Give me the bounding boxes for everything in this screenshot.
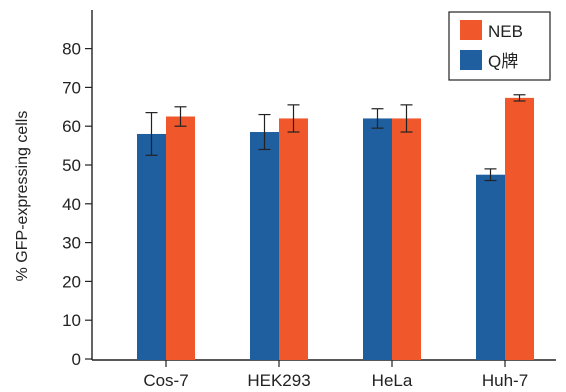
x-tick-label: HeLa	[372, 371, 413, 390]
y-tick-label: 10	[62, 311, 81, 330]
bar-cos-7-q	[137, 133, 166, 360]
legend-swatch-neb	[460, 20, 482, 40]
bar-hela-neb	[392, 118, 421, 360]
y-tick-label: 20	[62, 272, 81, 291]
bar-hek293-neb	[279, 118, 308, 360]
bar-cos-7-neb	[166, 116, 195, 360]
x-tick-labels: Cos-7 HEK293 HeLa Huh-7	[143, 371, 528, 390]
y-tick-label: 30	[62, 234, 81, 253]
x-tick-label: HEK293	[247, 371, 310, 390]
y-tick-label: 80	[62, 40, 81, 59]
legend-label-q: Q牌	[488, 52, 518, 71]
bar-hela-q	[363, 118, 392, 360]
legend: NEB Q牌	[448, 11, 551, 81]
legend-label-neb: NEB	[488, 22, 523, 41]
bar-huh-7-q	[476, 174, 505, 360]
y-tick-label: 60	[62, 117, 81, 136]
y-tick-label: 0	[72, 350, 81, 369]
y-tick-label: 70	[62, 78, 81, 97]
y-axis-title: % GFP-expressing cells	[14, 111, 31, 282]
y-tick-labels: 0 10 20 30 40 50 60 70 80	[62, 40, 81, 369]
x-tick-label: Cos-7	[143, 371, 188, 390]
bar-huh-7-neb	[505, 97, 534, 360]
bar-hek293-q	[250, 132, 279, 360]
x-tick-label: Huh-7	[482, 371, 528, 390]
legend-swatch-q	[460, 50, 482, 70]
y-tick-label: 40	[62, 195, 81, 214]
bars	[137, 97, 534, 360]
y-tick-label: 50	[62, 156, 81, 175]
error-bars	[145, 94, 526, 182]
